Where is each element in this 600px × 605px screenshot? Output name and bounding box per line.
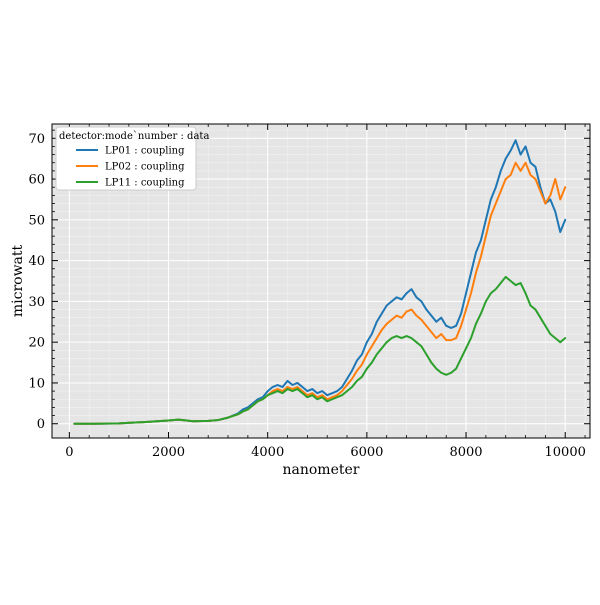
y-tick-label: 50 [28, 213, 45, 228]
series-line-3 [73, 275, 567, 425]
y-tick-label: 60 [28, 173, 45, 188]
x-tick-label: 0 [65, 445, 73, 460]
y-tick-label: 20 [28, 336, 45, 351]
y-tick-label: 30 [28, 295, 45, 310]
x-tick-label: 4000 [251, 445, 284, 460]
y-axis-label: microwatt [10, 244, 26, 317]
x-tick-label: 2000 [152, 445, 185, 460]
grid [52, 124, 590, 438]
legend-box [55, 126, 197, 191]
y-tick-label: 70 [28, 132, 45, 147]
legend-label-3: LP11 : coupling [105, 178, 185, 189]
x-axis-label: nanometer [283, 462, 360, 478]
ticks: 0 2000 4000 6000 8000 10000 0 10 20 30 40 50 60 70 [28, 124, 590, 460]
series-line-1 [73, 139, 567, 425]
plot-frame [51, 123, 591, 439]
legend-label-2: LP02 : coupling [105, 162, 185, 173]
y-tick-label: 0 [37, 417, 45, 432]
x-tick-label: 6000 [350, 445, 383, 460]
x-tick-label: 8000 [449, 445, 482, 460]
legend-label-1: LP01 : coupling [105, 146, 185, 157]
legend-title: detector:mode`number : data [59, 131, 209, 142]
series-layer [73, 139, 567, 425]
legend: detector:mode`number : data LP01 : coupl… [55, 126, 209, 191]
y-tick-label: 10 [28, 376, 45, 391]
x-tick-label: 10000 [545, 445, 586, 460]
y-tick-label: 40 [28, 254, 45, 269]
